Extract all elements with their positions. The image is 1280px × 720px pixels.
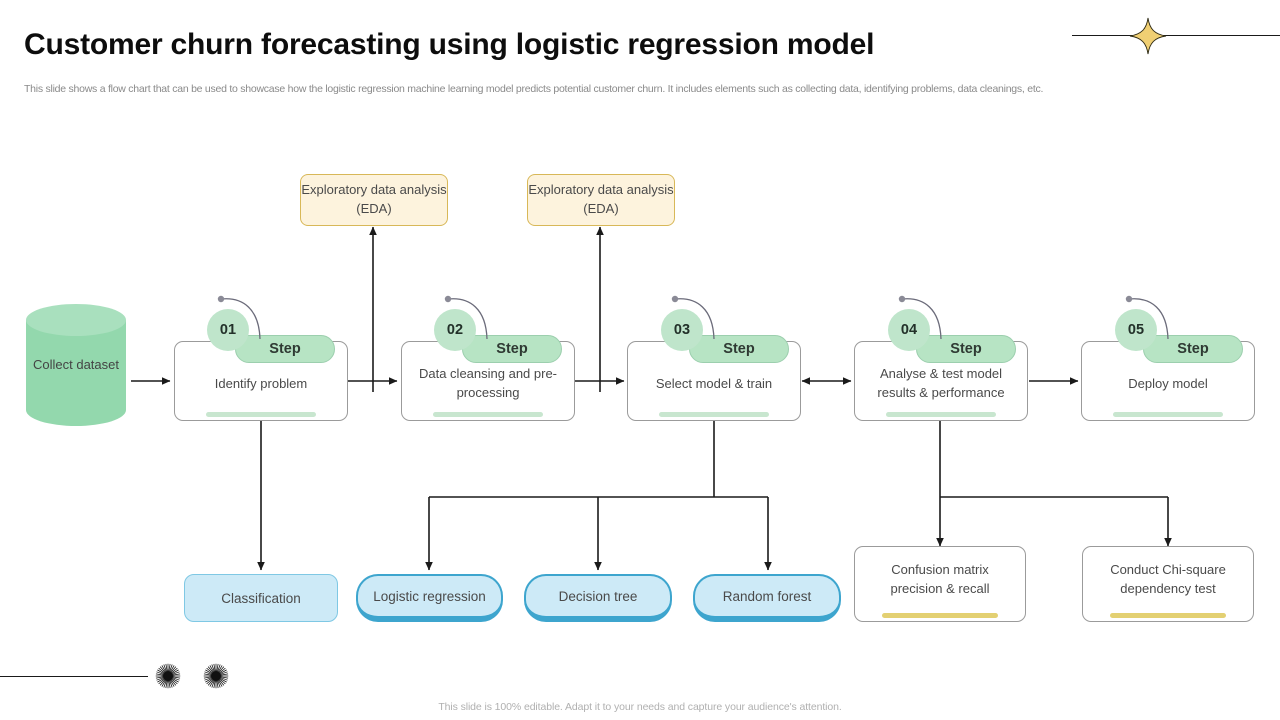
output-logistic-regression[interactable]: Logistic regression [356,574,503,622]
step-card-01[interactable]: Identify problem [174,341,348,421]
eda-box-2[interactable]: Exploratory data analysis (EDA) [527,174,675,226]
result-card-confusion-matrix-underbar [882,613,998,618]
step-card-02-underbar [432,412,544,417]
output-random-forest-label: Random forest [722,588,812,604]
starburst-icon-2 [203,663,229,689]
result-card-chi-square-underbar [1110,613,1226,618]
step-card-04[interactable]: Analyse & test model results & performan… [854,341,1028,421]
output-random-forest[interactable]: Random forest [693,574,841,622]
starburst-icon-1 [155,663,181,689]
top-divider-line [1072,35,1280,36]
output-logistic-regression-label: Logistic regression [373,588,486,604]
eda-box-2-label: Exploratory data analysis (EDA) [528,182,674,216]
step-card-05[interactable]: Deploy model [1081,341,1255,421]
step-card-03-underbar [658,412,770,417]
step-card-03-label: Select model & train [655,375,773,391]
result-card-chi-square-label: Conduct Chi-square dependency test [1110,562,1226,596]
data-source-label: Collect dataset [33,356,119,372]
page-title: Customer churn forecasting using logisti… [24,28,875,61]
sparkle-icon [1129,17,1167,55]
footer-note: This slide is 100% editable. Adapt it to… [438,701,842,713]
result-card-chi-square[interactable]: Conduct Chi-square dependency test [1082,546,1254,622]
output-decision-tree-label: Decision tree [558,588,638,604]
eda-box-1[interactable]: Exploratory data analysis (EDA) [300,174,448,226]
output-decision-tree[interactable]: Decision tree [524,574,672,622]
output-classification-label: Classification [221,590,301,606]
step-card-05-label: Deploy model [1128,375,1208,391]
data-source-cylinder[interactable]: Collect dataset [24,302,128,428]
step-card-05-underbar [1112,412,1224,417]
step-card-01-label: Identify problem [214,375,308,391]
cylinder-shape [26,304,126,426]
result-card-confusion-matrix-label: Confusion matrix precision & recall [890,562,990,596]
step-card-02-label: Data cleansing and pre-processing [418,366,558,400]
step-card-04-label: Analyse & test model results & performan… [877,366,1005,400]
step-card-04-underbar [885,412,997,417]
eda-box-1-label: Exploratory data analysis (EDA) [301,182,447,216]
step-card-01-underbar [205,412,317,417]
output-classification[interactable]: Classification [184,574,338,622]
step-card-03[interactable]: Select model & train [627,341,801,421]
result-card-confusion-matrix[interactable]: Confusion matrix precision & recall [854,546,1026,622]
bottom-divider-line [0,676,148,677]
page-subtitle: This slide shows a flow chart that can b… [24,83,1044,95]
step-card-02[interactable]: Data cleansing and pre-processing [401,341,575,421]
